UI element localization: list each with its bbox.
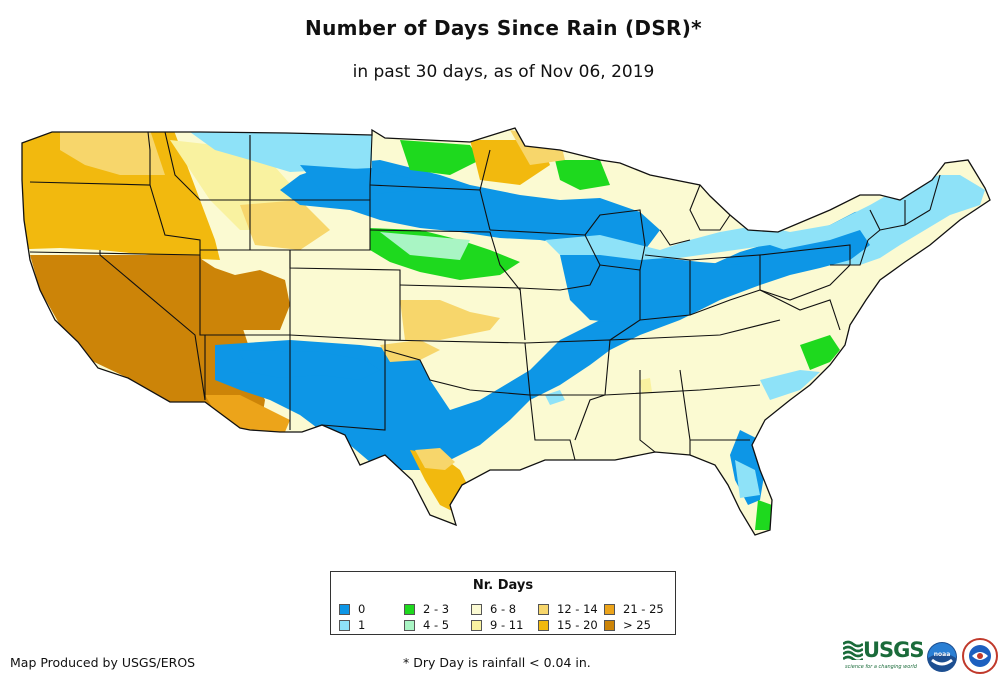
legend-item: 6 - 8 [471, 602, 516, 616]
legend-swatch [604, 603, 615, 615]
legend-label: 12 - 14 [557, 602, 598, 616]
usgs-tagline: science for a changing world [845, 664, 917, 670]
legend-item: > 25 [604, 618, 651, 632]
legend-label: 21 - 25 [623, 602, 664, 616]
map-credit: Map Produced by USGS/EROS [10, 655, 196, 670]
legend-label: 2 - 3 [423, 602, 450, 616]
legend-swatch [404, 603, 415, 615]
legend-item: 0 [339, 602, 365, 616]
noaa-logo-icon: noaa [927, 642, 957, 672]
state-borders [21, 127, 991, 536]
legend-swatch [538, 619, 549, 631]
legend-label: 15 - 20 [557, 618, 598, 632]
legend-item: 1 [339, 618, 365, 632]
dry-day-note: * Dry Day is rainfall < 0.04 in. [403, 655, 591, 670]
legend-label: 6 - 8 [490, 602, 517, 616]
legend-title: Nr. Days [472, 578, 534, 593]
legend-swatch [471, 619, 482, 631]
legend-swatch [339, 603, 350, 615]
legend-item: 21 - 25 [604, 602, 664, 616]
legend-item: 15 - 20 [538, 618, 598, 632]
legend-swatch [339, 619, 350, 631]
legend-label: 4 - 5 [423, 618, 450, 632]
map-title: Number of Days Since Rain (DSR)* [305, 16, 702, 40]
legend-label: 0 [358, 602, 366, 616]
legend-swatch [471, 603, 482, 615]
noaa-wordmark: noaa [934, 651, 951, 658]
legend-item: 2 - 3 [404, 602, 449, 616]
nws-logo-icon [962, 638, 998, 674]
legend-swatch [404, 619, 415, 631]
usgs-wave-icon [843, 640, 863, 660]
usgs-wordmark: USGS [863, 638, 925, 662]
map-subtitle: in past 30 days, as of Nov 06, 2019 [352, 62, 655, 82]
legend-item: 4 - 5 [404, 618, 449, 632]
dsr-shading [22, 128, 990, 535]
legend-swatch [538, 603, 549, 615]
legend-label: 1 [358, 618, 366, 632]
legend-label: > 25 [623, 618, 651, 632]
legend: Nr. Days 0 1 2 - 3 4 - 5 6 - 8 9 - 11 12… [330, 571, 676, 635]
usgs-logo: USGS science for a changing world [843, 638, 925, 670]
legend-label: 9 - 11 [490, 618, 524, 632]
legend-item: 12 - 14 [538, 602, 598, 616]
legend-item: 9 - 11 [471, 618, 523, 632]
legend-swatch [604, 619, 615, 631]
